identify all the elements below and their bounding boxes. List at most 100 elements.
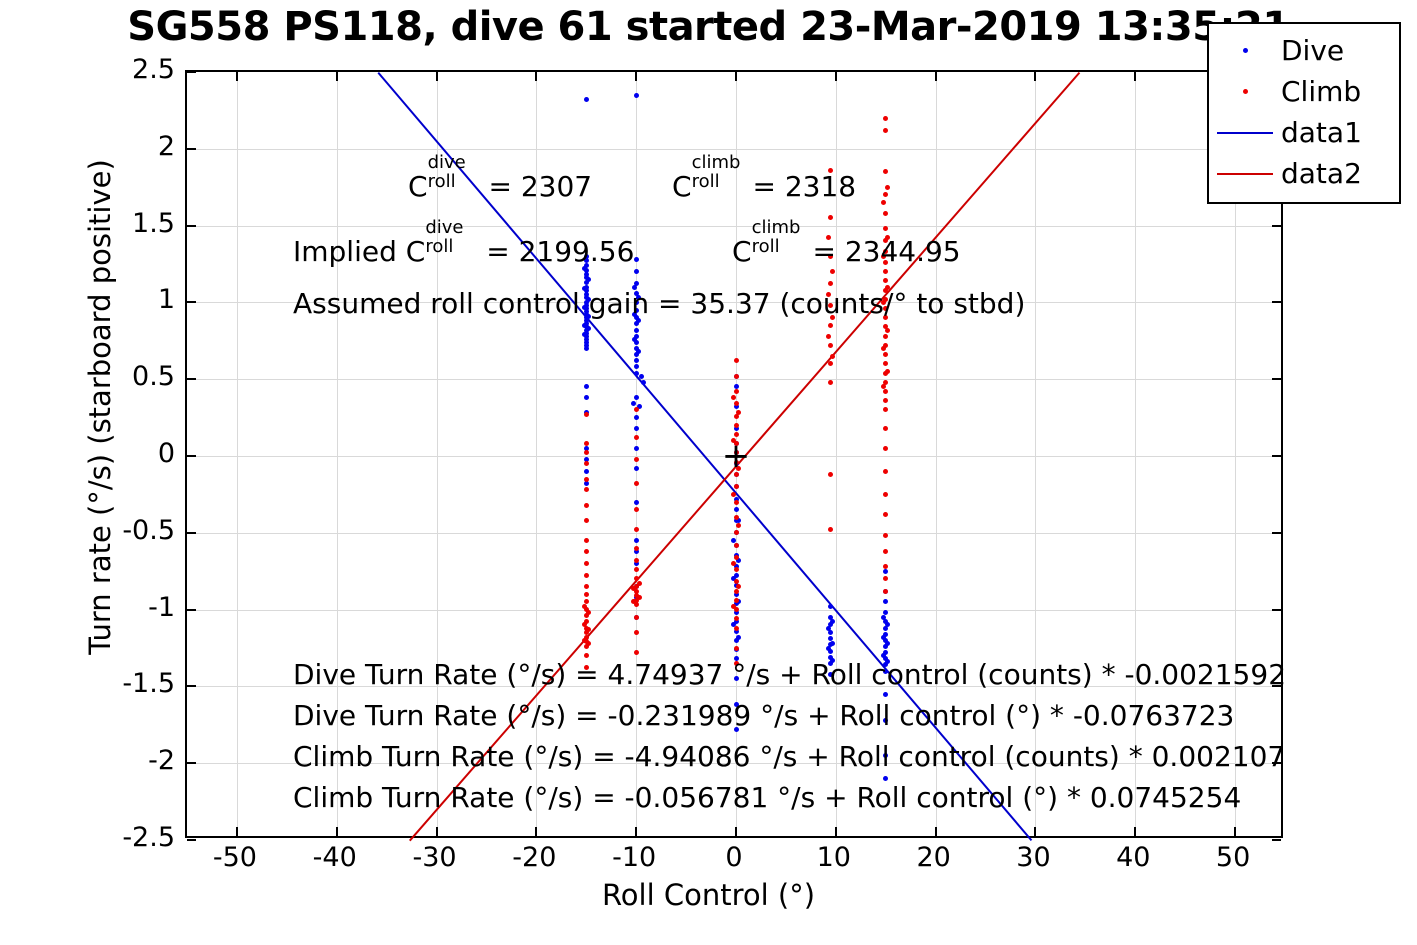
data-point-dive [736,557,742,563]
data-point-dive [733,425,739,431]
data-point-dive [828,614,834,620]
data-point-dive [583,468,589,474]
data-point-dive [733,702,739,708]
data-point-climb [885,369,891,375]
data-point-dive [633,445,639,451]
x-tick-label: 40 [1116,842,1151,873]
data-point-climb [636,594,642,600]
data-point-climb [633,614,639,620]
y-tick-label: 0.5 [132,361,175,393]
data-point-dive [583,279,589,285]
data-point-climb [883,388,889,394]
data-point-dive [733,518,739,523]
data-point-dive [581,266,587,272]
data-point-dive [733,610,739,616]
y-gridline [187,686,1281,688]
data-point-climb [883,249,889,255]
data-point-climb [733,588,739,594]
data-point-climb [583,537,589,543]
data-point-dive [583,445,589,451]
x-gridline [1135,72,1137,836]
data-point-dive [733,496,739,502]
data-point-climb [733,645,739,651]
data-point-dive [736,599,742,605]
y-tick [1272,685,1281,688]
regression-equation-line: Dive Turn Rate (°/s) = 4.74937 °/s + Rol… [293,658,1287,691]
data-point-dive [730,622,736,628]
x-tick-label: 30 [1016,842,1051,873]
data-point-dive [883,631,889,637]
data-point-climb [583,573,589,579]
data-point-climb [583,518,589,523]
data-point-climb [633,588,639,594]
data-point-dive [828,660,834,666]
x-tick-label: -40 [312,842,357,873]
data-point-climb [883,127,889,133]
roll-control-gain-annotation: Assumed roll control gain = 35.37 (count… [293,287,1026,320]
data-point-climb [883,115,889,121]
data-point-climb [826,292,832,298]
y-tick [187,71,196,73]
x-tick [934,827,937,836]
x-tick [834,72,837,81]
legend-item-climb[interactable]: Climb [1209,71,1399,112]
x-tick-label: 50 [1215,842,1251,873]
data-point-climb [883,238,889,244]
data-point-dive [883,643,889,649]
data-point-climb [733,450,739,456]
data-point-climb [583,653,589,659]
legend-item-dive[interactable]: Dive [1209,30,1399,71]
data-point-climb [633,650,639,656]
data-point-dive [583,263,589,269]
data-point-climb [733,597,739,603]
data-point-climb [633,597,639,603]
legend-item-data1[interactable]: data1 [1209,112,1399,153]
regression-equation-line: Climb Turn Rate (°/s) = -4.94086 °/s + R… [293,740,1286,773]
y-tick [187,531,196,534]
data-point-climb [830,269,836,275]
y-tick [187,301,196,304]
data-point-climb [733,459,739,465]
y-gridline [187,379,1281,381]
y-tick [1272,608,1281,611]
data-point-climb [828,322,834,328]
legend-label: Climb [1281,75,1362,108]
data-point-dive [583,309,589,315]
data-point-dive [733,726,739,732]
y-tick [187,685,196,688]
data-point-climb [583,634,589,640]
data-point-dive [633,321,639,327]
data-point-dive [736,518,742,523]
data-point-dive [633,307,639,313]
data-point-climb [881,299,887,305]
c-roll-dive-annotation: Cdiveroll = 2307 [408,153,593,203]
data-point-dive [633,327,639,333]
x-tick [635,827,638,836]
y-tick-label: -1 [148,591,175,623]
data-point-dive [640,379,646,385]
data-point-climb [733,422,739,428]
data-point-dive [633,339,639,345]
data-point-dive [631,336,637,342]
data-point-climb [583,561,589,567]
data-point-climb [828,281,834,287]
data-point-climb [581,604,587,610]
data-point-dive [733,600,739,606]
data-point-climb [583,450,589,456]
y-tick-label: 0 [157,438,175,469]
data-point-climb [583,461,589,467]
data-point-dive [583,253,589,259]
data-point-climb [828,167,834,173]
data-point-climb [881,200,887,206]
data-point-dive [733,676,739,682]
data-point-dive [636,404,642,410]
data-point-dive [885,622,891,628]
data-point-climb [730,604,736,610]
y-tick [1272,531,1281,534]
y-tick [187,147,196,150]
data-point-dive [733,637,739,643]
legend-item-data2[interactable]: data2 [1209,153,1399,194]
x-tick [934,72,937,81]
x-tick-label: -30 [412,842,457,873]
data-point-dive [830,657,836,663]
